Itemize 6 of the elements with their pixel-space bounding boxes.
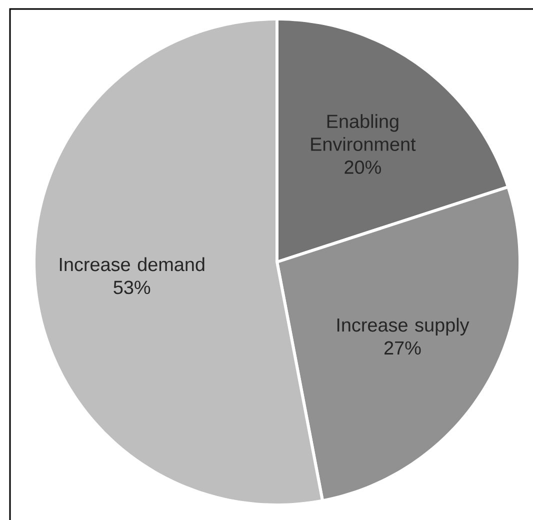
slice-label: Enabling Environment [311, 114, 416, 151]
data-label: 20% [344, 160, 381, 174]
slice-label: Increase supply [337, 318, 470, 336]
data-label: 27% [384, 341, 421, 355]
data-label: 53% [114, 280, 150, 294]
slice-label: Increase demand [60, 257, 204, 272]
